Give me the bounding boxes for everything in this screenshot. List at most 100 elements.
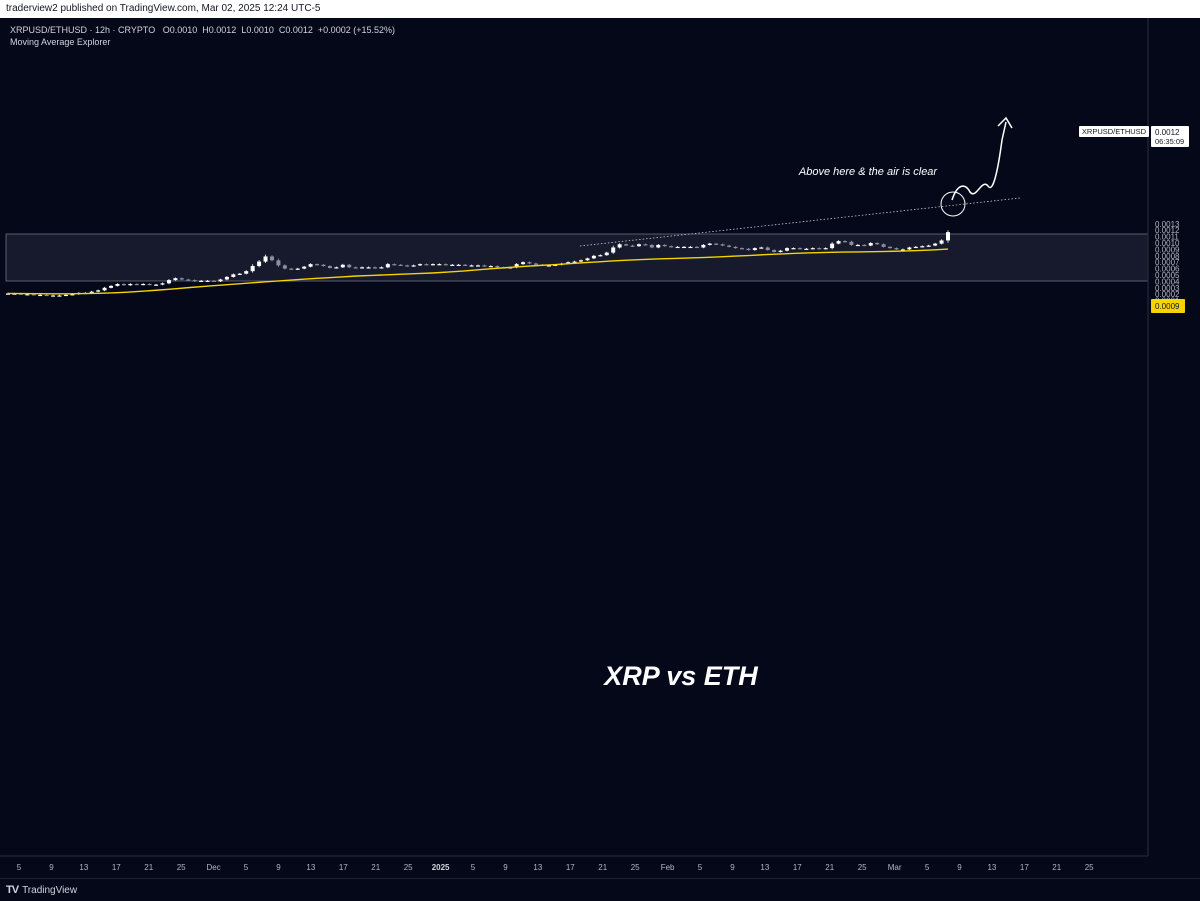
time-tick-label: 13 [760,863,769,872]
time-tick-label: 13 [533,863,542,872]
last-price-symbol: XRPUSD/ETHUSD [1082,127,1147,136]
candle-body [482,265,487,267]
projection-arrowhead [997,116,1013,129]
time-tick-label: 25 [404,863,413,872]
high-value: H0.0012 [202,25,237,35]
candle-body [334,267,339,269]
candle-body [385,264,390,268]
candle-body [450,264,455,266]
candle-body [269,256,274,261]
candle-body [772,250,777,252]
price-tick-label: 0.0005 [1155,271,1180,280]
time-tick-label: 21 [371,863,380,872]
candles-layer [6,230,950,297]
price-tick-label: 0.0013 [1155,220,1180,229]
candle-body [160,283,165,285]
price-tick-label: 0.0012 [1155,226,1180,235]
candle-body [868,243,873,246]
close-value: C0.0012 [278,25,313,35]
candle-body [109,285,114,288]
projection-arrow [951,121,1007,201]
candle-body [598,255,603,257]
time-tick-label: 25 [631,863,640,872]
candle-body [662,244,667,247]
candle-body [276,260,281,266]
candle-body [682,246,687,249]
candle-body [604,252,609,256]
candle-body [521,262,526,265]
candle-body [224,276,229,280]
price-tick-label: 0.0007 [1155,258,1180,267]
candle-body [875,243,880,245]
candle-body [630,245,635,247]
candle-body [463,264,468,266]
candle-body [115,283,120,286]
price-tick-label: 0.0004 [1155,277,1180,286]
candle-body [237,273,242,275]
open-value: O0.0010 [162,25,198,35]
candle-body [836,241,841,244]
candle-body [418,264,423,266]
tradingview-logo[interactable]: TV TradingView [6,884,77,896]
candle-body [231,274,236,277]
time-tick-label: 21 [825,863,834,872]
time-tick-label: 21 [598,863,607,872]
candle-body [810,248,815,250]
chart-panel[interactable] [0,18,1200,878]
time-tick-label: 2025 [432,863,450,872]
candle-body [797,248,802,250]
candle-body [656,244,661,248]
candle-body [51,295,56,297]
candle-body [585,258,590,261]
candle-body [6,293,10,295]
candle-body [128,283,133,286]
candle-body [321,264,326,267]
candle-body [939,240,944,244]
time-axis: 5 9 13 17 21 25 Dec 5 9 13 17 21 25 2025 5 9 13 17 21 25 Feb… [0,855,1148,872]
candle-body [411,265,416,267]
candle-body [405,265,410,267]
candle-body [707,243,712,245]
candle-body [920,246,925,248]
low-value: L0.0010 [241,25,274,35]
candle-body [147,283,152,286]
symbol-label[interactable]: XRPUSD/ETHUSD · 12h · CRYPTO [10,25,156,35]
candle-body [96,290,101,292]
candle-body [308,264,313,267]
candle-body [579,260,584,262]
candle-body [527,262,532,264]
candle-body [205,280,210,282]
time-tick-label: 5 [471,863,476,872]
candle-body [173,278,178,281]
candle-body [862,244,867,247]
price-tick-label: 0.0003 [1155,284,1180,293]
candle-body [199,280,204,282]
price-tick-label: 0.0009 [1155,245,1180,254]
candle-body [469,265,474,267]
candle-body [263,256,268,262]
ma-price-label: 0.0009 [1151,299,1185,313]
candle-body [212,280,217,282]
time-tick-label: 17 [1020,863,1029,872]
time-tick-label: 13 [79,863,88,872]
candle-body [102,287,107,291]
time-tick-label: 17 [339,863,348,872]
last-price-value: 0.0012 [1155,128,1180,137]
indicator-label[interactable]: Moving Average Explorer [10,37,111,47]
candle-body [533,263,538,265]
candle-body [643,244,648,246]
candle-body [379,267,384,269]
candle-body [849,241,854,245]
candle-body [366,267,371,269]
time-tick-label: 25 [858,863,867,872]
candle-body [430,264,435,266]
publisher-bar: traderview2 published on TradingView.com… [0,0,1200,18]
tradingview-mark-icon: TV [6,884,19,896]
candle-body [257,261,262,267]
time-tick-label: 9 [503,863,508,872]
candle-body [649,244,654,248]
price-tick-label: 0.0011 [1155,233,1179,242]
time-tick-label: 13 [306,863,315,872]
candle-body [282,265,287,269]
